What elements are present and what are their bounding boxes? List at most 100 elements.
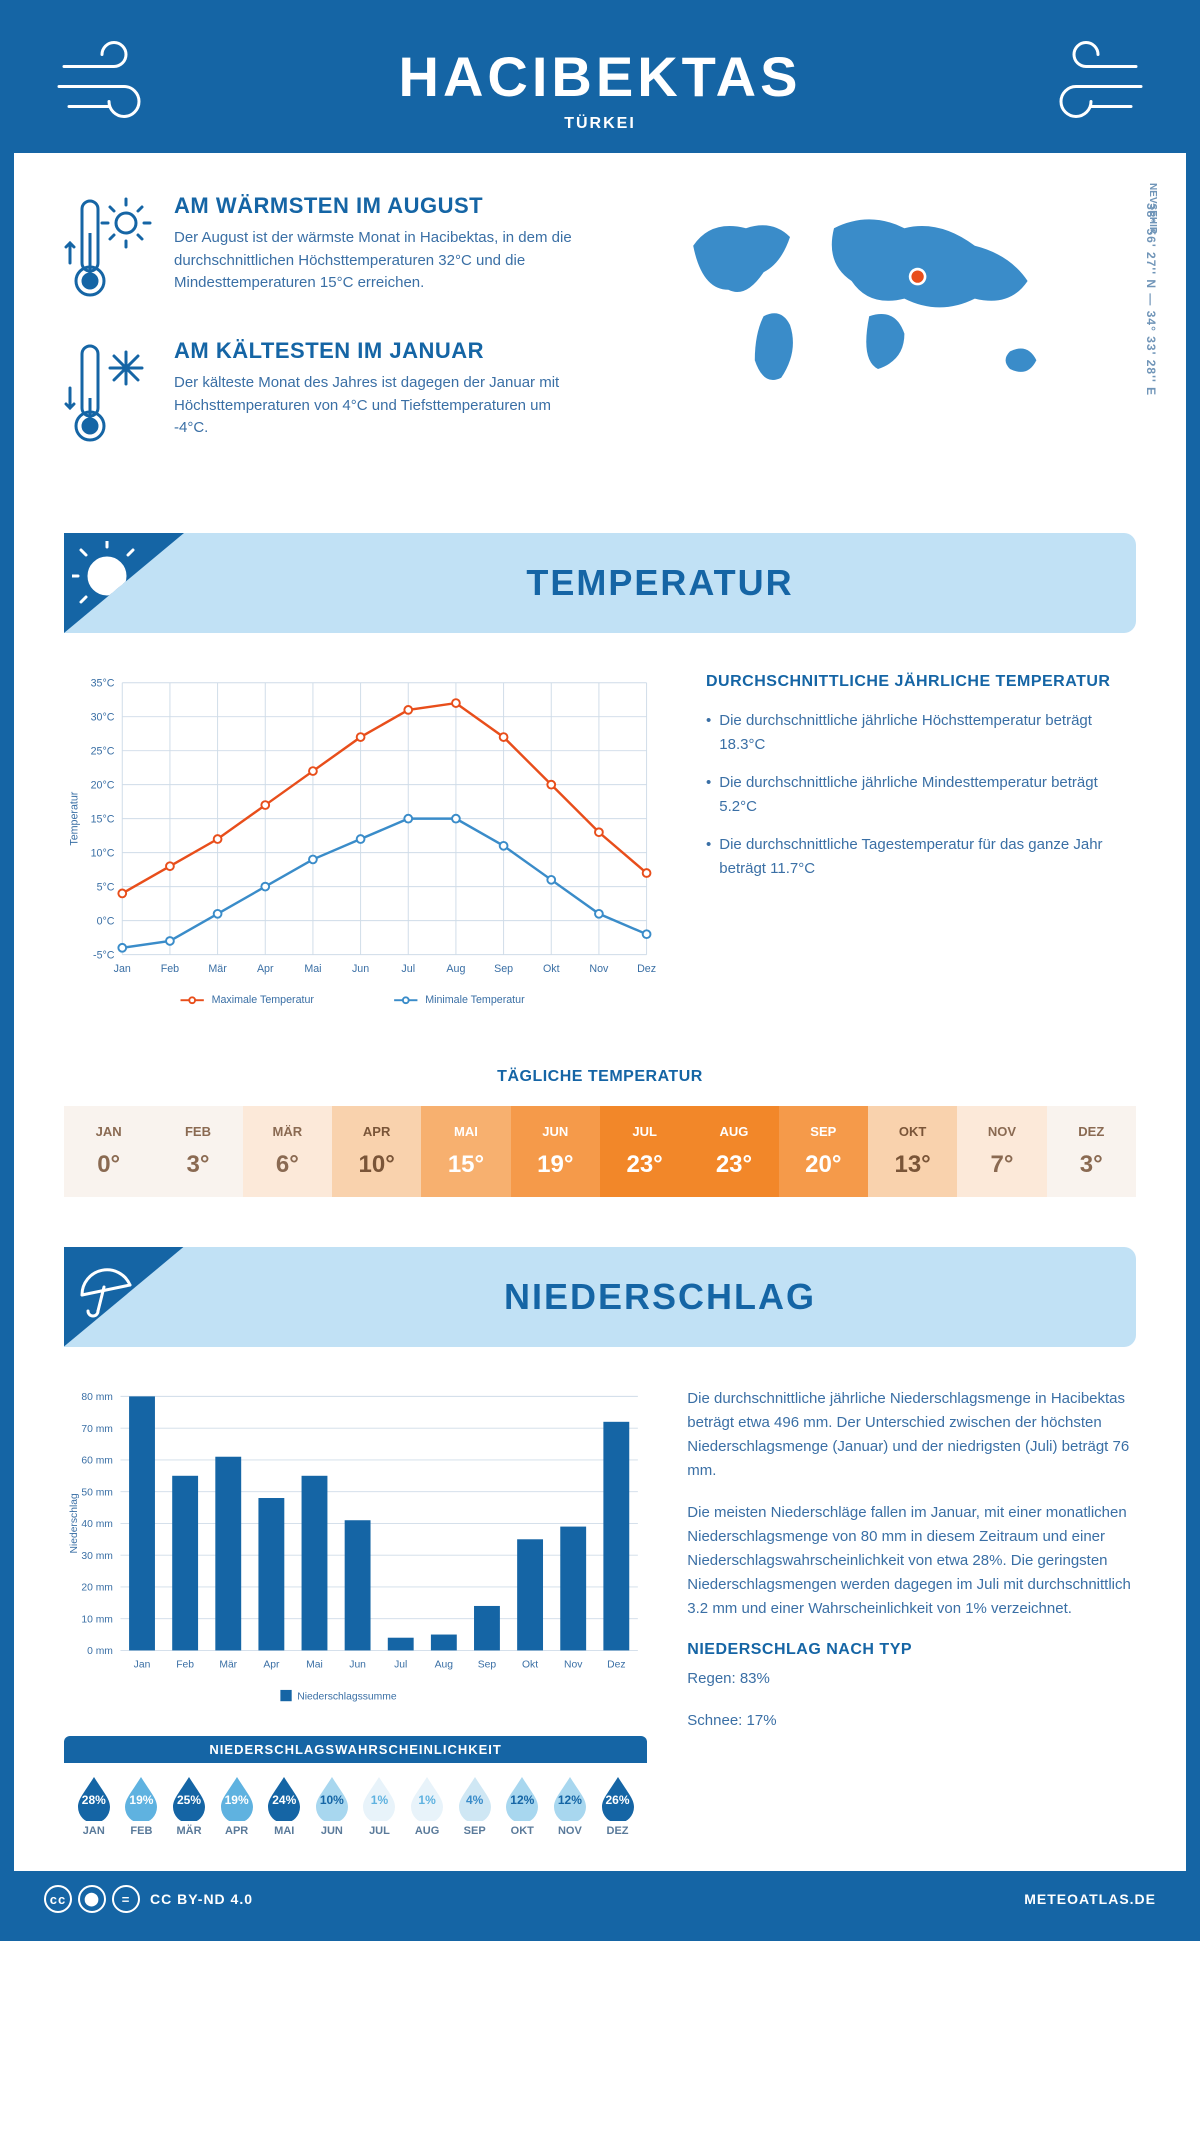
svg-text:Feb: Feb <box>161 963 179 975</box>
site-label: METEOATLAS.DE <box>1024 1891 1156 1907</box>
prob-title: NIEDERSCHLAGSWAHRSCHEINLICHKEIT <box>64 1736 647 1763</box>
prob-cell: 10%JUN <box>308 1773 356 1837</box>
daily-temp-cell: JUN19° <box>511 1106 600 1197</box>
svg-text:Jun: Jun <box>352 963 369 975</box>
svg-text:Jan: Jan <box>114 963 131 975</box>
temp-summary-title: DURCHSCHNITTLICHE JÄHRLICHE TEMPERATUR <box>706 673 1136 691</box>
page-subtitle: TÜRKEI <box>14 115 1186 133</box>
section-title: TEMPERATUR <box>184 562 1136 604</box>
wind-icon <box>1026 36 1146 131</box>
section-banner-temperature: TEMPERATUR <box>64 533 1136 633</box>
thermometer-sun-icon <box>64 193 154 308</box>
fact-cold-title: AM KÄLTESTEN IM JANUAR <box>174 338 580 364</box>
daily-temp-row: JAN0°FEB3°MÄR6°APR10°MAI15°JUN19°JUL23°A… <box>64 1106 1136 1197</box>
svg-text:Okt: Okt <box>543 963 560 975</box>
prob-cell: 19%FEB <box>118 1773 166 1837</box>
precip-type: Schnee: 17% <box>687 1709 1136 1733</box>
fact-cold-text: Der kälteste Monat des Jahres ist dagege… <box>174 372 580 440</box>
svg-text:Jan: Jan <box>134 1659 151 1670</box>
header: HACIBEKTAS TÜRKEI <box>14 14 1186 153</box>
svg-text:20 mm: 20 mm <box>81 1582 113 1593</box>
infographic-frame: HACIBEKTAS TÜRKEI AM WÄRMSTEN IM AUGUST … <box>0 0 1200 1941</box>
svg-text:Sep: Sep <box>494 963 513 975</box>
svg-text:10 mm: 10 mm <box>81 1614 113 1625</box>
svg-text:35°C: 35°C <box>91 678 115 690</box>
sun-icon <box>72 541 142 611</box>
prob-cell: 19%APR <box>213 1773 261 1837</box>
cc-icons: cc⬤= <box>44 1885 140 1913</box>
precip-chart: 0 mm 10 mm 20 mm 30 mm 40 mm 50 mm 60 mm 70 mm 8… <box>64 1387 647 1707</box>
svg-text:Aug: Aug <box>435 1659 454 1670</box>
temp-bullet: Die durchschnittliche jährliche Höchstte… <box>706 709 1136 757</box>
daily-temp-cell: JAN0° <box>64 1106 153 1197</box>
svg-text:40 mm: 40 mm <box>81 1519 113 1530</box>
svg-text:30°C: 30°C <box>91 712 115 724</box>
daily-temp-cell: NOV7° <box>957 1106 1046 1197</box>
wind-icon <box>54 36 174 131</box>
svg-text:10°C: 10°C <box>91 848 115 860</box>
svg-text:25°C: 25°C <box>91 746 115 758</box>
world-map-icon <box>620 193 1136 413</box>
prob-cell: 1%AUG <box>403 1773 451 1837</box>
prob-cell: 4%SEP <box>451 1773 499 1837</box>
svg-text:20°C: 20°C <box>91 780 115 792</box>
fact-warmest: AM WÄRMSTEN IM AUGUST Der August ist der… <box>64 193 580 308</box>
svg-text:Nov: Nov <box>564 1659 583 1670</box>
intro-row: AM WÄRMSTEN IM AUGUST Der August ist der… <box>64 193 1136 483</box>
prob-cell: 12%NOV <box>546 1773 594 1837</box>
svg-text:Jul: Jul <box>401 963 415 975</box>
thermometer-snow-icon <box>64 338 154 453</box>
svg-text:80 mm: 80 mm <box>81 1392 113 1403</box>
daily-temp-cell: SEP20° <box>779 1106 868 1197</box>
page-title: HACIBEKTAS <box>14 44 1186 109</box>
svg-text:Niederschlag: Niederschlag <box>69 1493 80 1554</box>
svg-text:Mai: Mai <box>306 1659 323 1670</box>
svg-text:50 mm: 50 mm <box>81 1487 113 1498</box>
daily-temp-cell: MAI15° <box>421 1106 510 1197</box>
svg-text:60 mm: 60 mm <box>81 1455 113 1466</box>
svg-text:Feb: Feb <box>176 1659 194 1670</box>
svg-text:Mär: Mär <box>219 1659 237 1670</box>
prob-cell: 28%JAN <box>70 1773 118 1837</box>
svg-text:Niederschlagssumme: Niederschlagssumme <box>297 1691 397 1702</box>
license-label: CC BY-ND 4.0 <box>150 1891 253 1907</box>
svg-text:Nov: Nov <box>589 963 609 975</box>
prob-row: 28%JAN19%FEB25%MÄR19%APR24%MAI10%JUN1%JU… <box>64 1763 647 1841</box>
daily-temp-cell: OKT13° <box>868 1106 957 1197</box>
svg-text:30 mm: 30 mm <box>81 1550 113 1561</box>
svg-text:Jul: Jul <box>394 1659 407 1670</box>
svg-text:Apr: Apr <box>263 1659 280 1670</box>
daily-temp-cell: JUL23° <box>600 1106 689 1197</box>
precip-text: Die meisten Niederschläge fallen im Janu… <box>687 1501 1136 1621</box>
prob-cell: 24%MAI <box>260 1773 308 1837</box>
svg-text:Aug: Aug <box>446 963 465 975</box>
fact-warm-text: Der August ist der wärmste Monat in Haci… <box>174 227 580 295</box>
svg-text:Minimale Temperatur: Minimale Temperatur <box>425 994 525 1006</box>
prob-cell: 26%DEZ <box>594 1773 642 1837</box>
svg-text:Okt: Okt <box>522 1659 538 1670</box>
svg-text:Maximale Temperatur: Maximale Temperatur <box>212 994 315 1006</box>
svg-text:Sep: Sep <box>478 1659 497 1670</box>
svg-text:Jun: Jun <box>349 1659 366 1670</box>
temp-bullet: Die durchschnittliche Tagestemperatur fü… <box>706 833 1136 881</box>
temperature-chart: -5°C0°C5°C10°C15°C20°C25°C30°C35°CJanFeb… <box>64 673 666 1023</box>
svg-text:5°C: 5°C <box>97 881 115 893</box>
precip-text: Die durchschnittliche jährliche Niedersc… <box>687 1387 1136 1483</box>
svg-text:Dez: Dez <box>637 963 656 975</box>
svg-text:-5°C: -5°C <box>93 949 115 961</box>
daily-temp-cell: FEB3° <box>153 1106 242 1197</box>
prob-cell: 1%JUL <box>356 1773 404 1837</box>
svg-text:Temperatur: Temperatur <box>69 791 81 845</box>
prob-cell: 12%OKT <box>498 1773 546 1837</box>
svg-text:Apr: Apr <box>257 963 274 975</box>
umbrella-icon <box>72 1255 136 1319</box>
svg-text:0°C: 0°C <box>97 915 115 927</box>
svg-text:Mär: Mär <box>208 963 227 975</box>
footer: cc⬤= CC BY-ND 4.0 METEOATLAS.DE <box>14 1871 1186 1927</box>
svg-text:70 mm: 70 mm <box>81 1423 113 1434</box>
svg-text:0 mm: 0 mm <box>87 1646 113 1657</box>
fact-warm-title: AM WÄRMSTEN IM AUGUST <box>174 193 580 219</box>
daily-temp-cell: AUG23° <box>689 1106 778 1197</box>
daily-temp-cell: MÄR6° <box>243 1106 332 1197</box>
fact-coldest: AM KÄLTESTEN IM JANUAR Der kälteste Mona… <box>64 338 580 453</box>
